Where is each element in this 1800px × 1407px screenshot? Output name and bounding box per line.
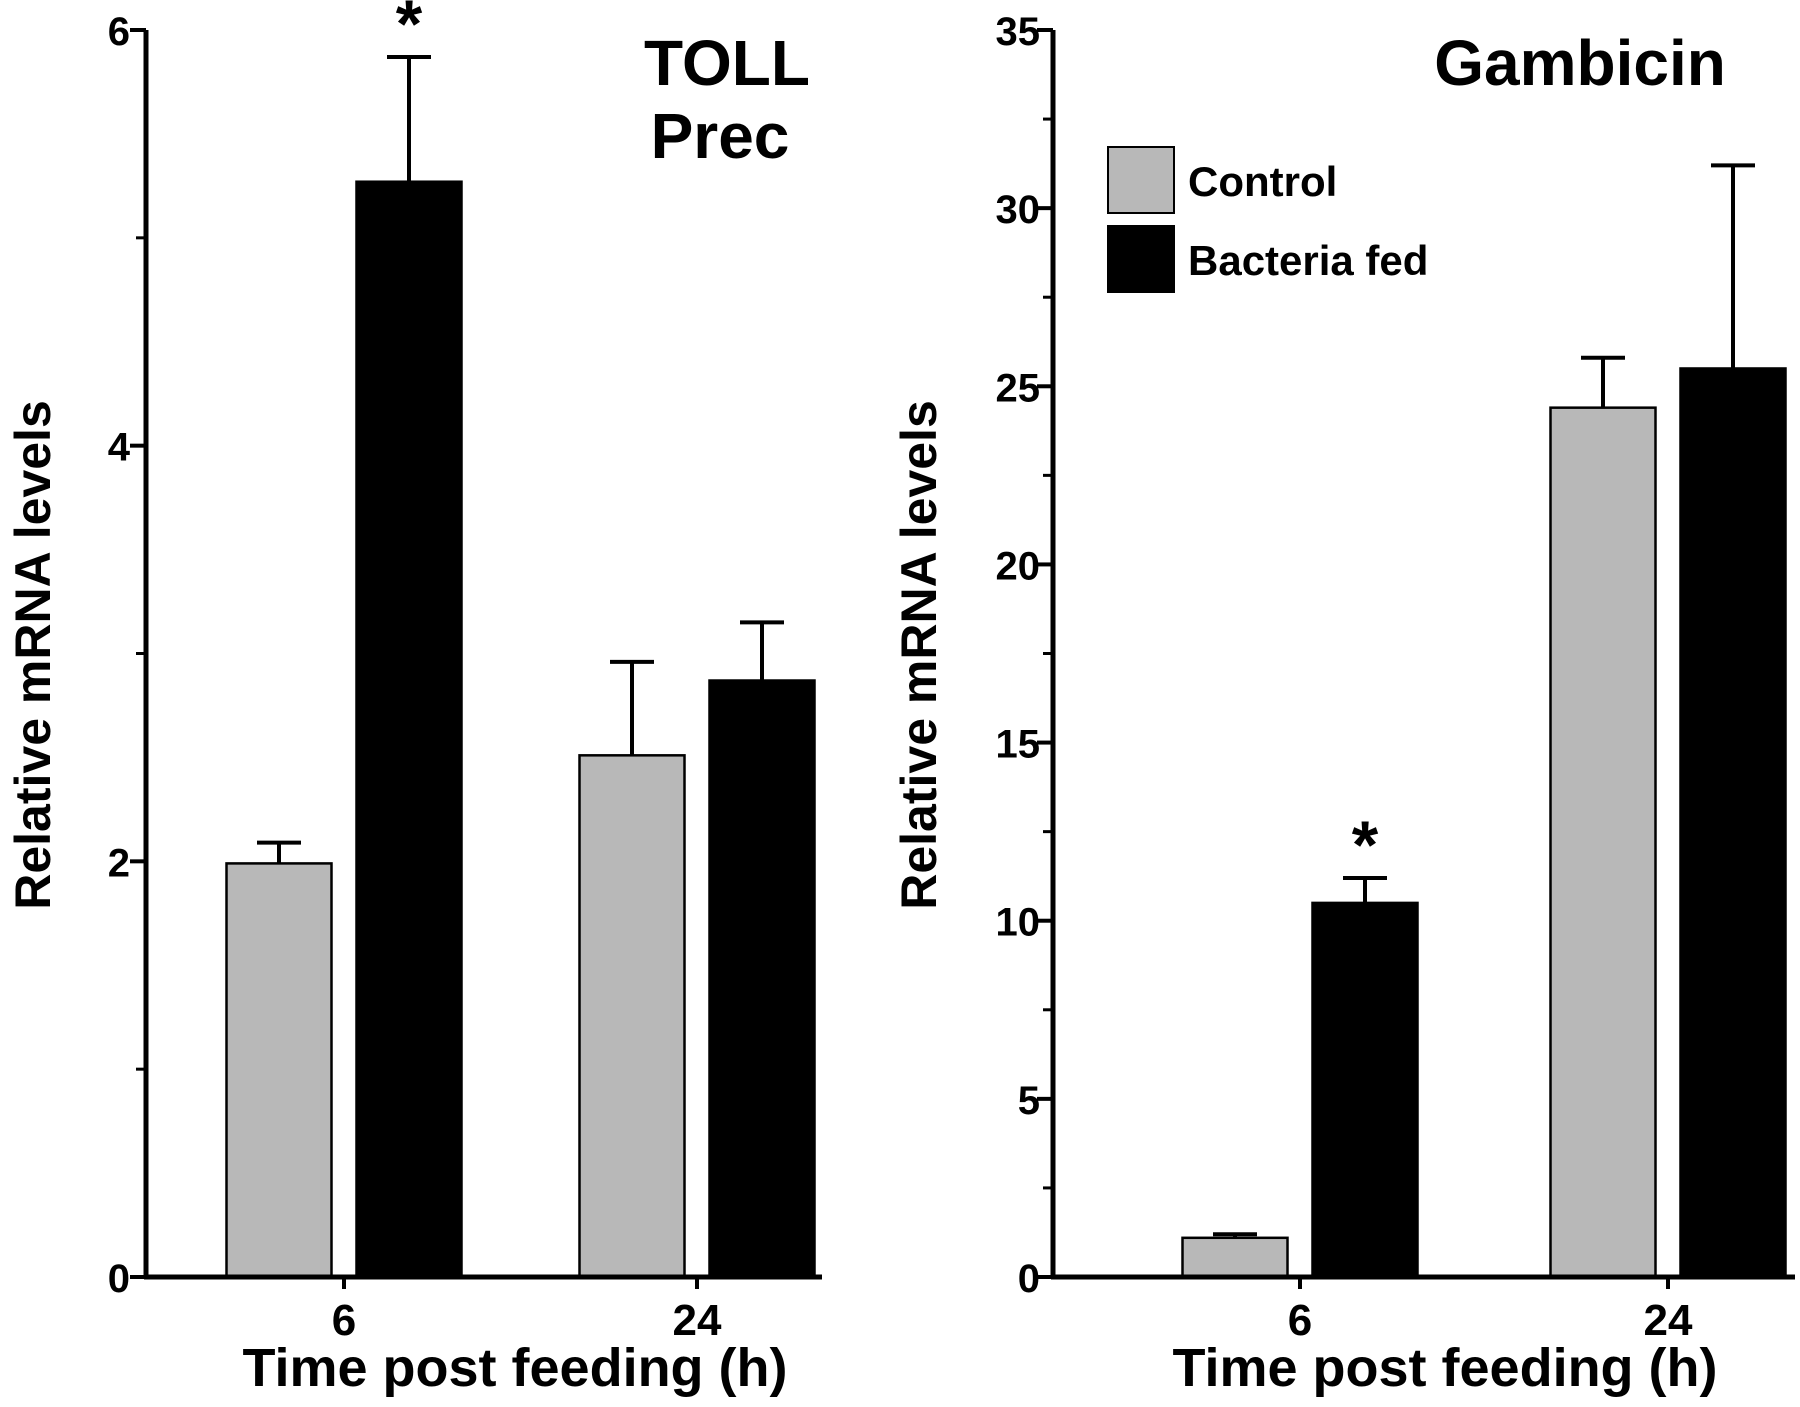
legend-label-bacteria-fed: Bacteria fed: [1188, 237, 1428, 284]
gambicin-y-tick-label: 0: [1018, 1257, 1040, 1301]
gambicin-y-tick-label: 15: [996, 723, 1041, 767]
legend-swatch-bacteria-fed: [1107, 225, 1175, 293]
toll-prec-bar-bacteria-fed-6: [355, 180, 463, 1279]
toll-prec-y-axis-label: Relative mRNA levels: [5, 400, 61, 910]
toll-prec-bar-bacteria-fed-24: [708, 679, 816, 1279]
toll-prec-y-tick-label: 2: [108, 841, 130, 885]
toll-prec-y-tick-label: 4: [108, 426, 131, 470]
gambicin-y-tick-label: 20: [996, 544, 1041, 588]
gambicin-title: Gambicin: [1434, 27, 1726, 99]
gambicin-bar-control-6: [1181, 1236, 1289, 1279]
toll-prec-y-tick-label: 6: [108, 10, 130, 54]
gambicin-bar-bacteria-fed-24: [1679, 367, 1787, 1279]
gambicin-y-tick-label: 30: [996, 188, 1041, 232]
legend-label-control: Control: [1188, 158, 1337, 205]
gambicin-y-tick-label: 10: [996, 901, 1041, 945]
toll-prec-y-tick-label: 0: [108, 1257, 130, 1301]
gambicin-x-tick-label: 6: [1288, 1296, 1312, 1345]
gambicin-x-axis-label: Time post feeding (h): [1172, 1338, 1717, 1398]
legend: Control Bacteria fed: [1107, 146, 1428, 293]
toll-prec-x-tick-label: 6: [332, 1296, 356, 1345]
gambicin-significance-star: *: [1352, 807, 1379, 883]
gambicin-panel: Gambicin Relative mRNA levels Time post …: [891, 10, 1795, 1398]
toll-prec-bar-control-24: [578, 754, 686, 1279]
toll-prec-title-line-2: Prec: [651, 100, 790, 172]
gambicin-bar-control-24: [1549, 406, 1657, 1279]
toll-prec-bar-control-6: [225, 862, 333, 1279]
gambicin-y-tick-label: 35: [996, 10, 1041, 54]
gambicin-x-tick-label: 24: [1644, 1296, 1693, 1345]
gambicin-y-tick-label: 5: [1018, 1079, 1040, 1123]
legend-swatch-control: [1107, 146, 1175, 214]
toll-prec-title-line-1: TOLL: [644, 27, 810, 99]
toll-prec-x-axis-label: Time post feeding (h): [242, 1338, 787, 1398]
gambicin-bar-bacteria-fed-6: [1311, 901, 1419, 1279]
toll-prec-panel: TOLL Prec Relative mRNA levels Time post…: [5, 0, 822, 1398]
toll-prec-significance-star: *: [396, 0, 423, 62]
gambicin-y-axis-label: Relative mRNA levels: [891, 400, 947, 910]
gambicin-y-tick-label: 25: [996, 366, 1041, 410]
toll-prec-x-tick-label: 24: [673, 1296, 722, 1345]
